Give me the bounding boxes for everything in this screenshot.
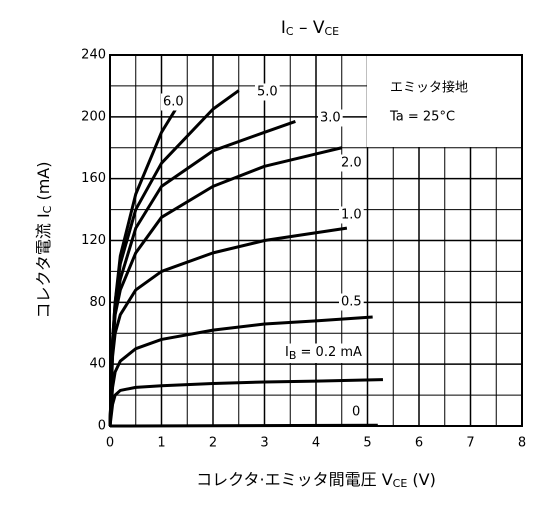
label-background [161, 93, 186, 111]
label-background [318, 109, 343, 127]
x-tick-label: 3 [260, 436, 268, 451]
chart-title: IC – VCE [281, 18, 339, 38]
y-tick-label: 80 [89, 295, 106, 310]
y-axis-label: コレクタ電流 IC (mA) [34, 162, 55, 319]
x-axis-label: コレクタ·エミッタ間電圧 VCE (V) [196, 470, 436, 491]
text-part: – V [294, 18, 325, 38]
annotation-box [367, 56, 521, 147]
x-tick-label: 8 [518, 436, 526, 451]
label-background [339, 206, 364, 224]
y-tick-label: 240 [81, 48, 106, 63]
series-label: 2.0 [341, 156, 362, 171]
subscript: C [286, 25, 294, 38]
series-label: 0 [352, 405, 360, 420]
series-line [108, 378, 383, 427]
annotation: エミッタ接地 [390, 80, 468, 96]
text-part: I [281, 18, 286, 38]
series-label: 6.0 [163, 95, 184, 110]
subscript: CE [393, 477, 408, 490]
x-tick-label: 4 [312, 436, 320, 451]
marks: 6.0 5.0 3.0 2.0 1.0 0.5 IB = 0.2 mA 0 [108, 83, 383, 428]
y-tick-label: 120 [81, 233, 106, 248]
series-line [108, 146, 343, 427]
series-label: IB = 0.2 mA [285, 345, 362, 363]
text-part: (V) [407, 470, 436, 489]
series-label: 3.0 [320, 111, 341, 126]
subscript: B [289, 349, 297, 362]
label-background [255, 83, 280, 101]
x-tick-label: 7 [466, 436, 474, 451]
x-tick-label: 1 [157, 436, 165, 451]
y-tick-label: 160 [81, 171, 106, 186]
series-line [108, 120, 296, 427]
subscript: C [41, 205, 54, 213]
text-part: = 0.2 mA [296, 345, 362, 360]
label-background [283, 343, 365, 363]
x-tick-label: 0 [106, 436, 114, 451]
x-tick-label: 6 [415, 436, 423, 451]
series-line [108, 315, 373, 427]
text-part: コレクタ·エミッタ間電圧 V [196, 470, 393, 489]
text-part: (mA) [34, 162, 53, 206]
label-background [350, 403, 363, 421]
x-tick-label: 2 [209, 436, 217, 451]
annotation: Ta = 25°C [389, 110, 455, 125]
text-part: コレクタ電流 I [34, 213, 53, 318]
series-label: 0.5 [341, 295, 362, 310]
y-tick-label: 200 [81, 109, 106, 124]
series-line [108, 89, 240, 427]
series-label: 1.0 [341, 208, 362, 223]
label-background [339, 154, 364, 172]
label-background [339, 293, 364, 311]
series-label: 5.0 [257, 85, 278, 100]
plot-frame [109, 54, 523, 427]
y-tick-label: 0 [98, 419, 106, 434]
series-line [108, 226, 348, 427]
y-tick-label: 40 [89, 357, 106, 372]
text-part: I [285, 345, 289, 360]
subscript: CE [325, 25, 340, 38]
x-tick-label: 5 [363, 436, 371, 451]
